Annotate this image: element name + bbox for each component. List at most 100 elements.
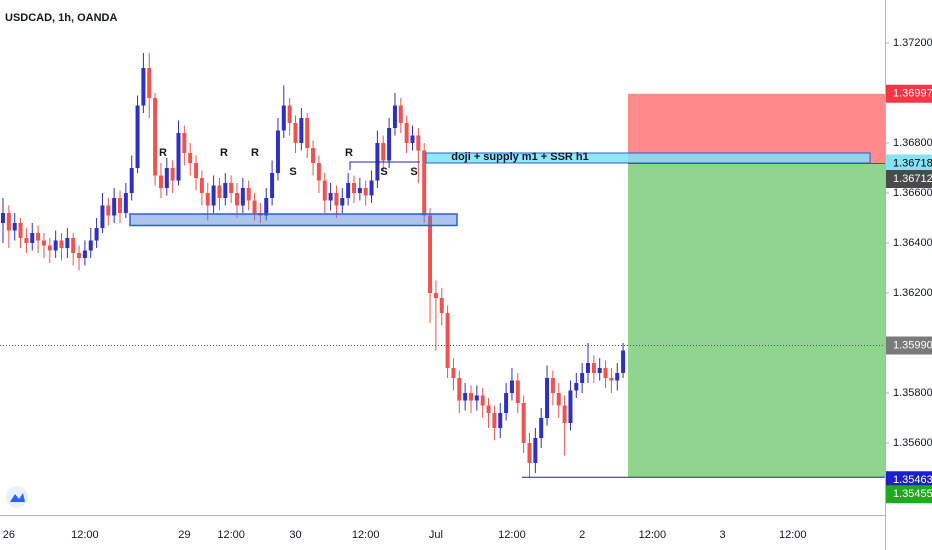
candle-body [550,378,555,393]
price-label: 1.35455 [893,488,932,500]
candle-body [515,380,520,403]
annotation: S [380,166,387,178]
candle-body [451,368,456,378]
candle-body [240,188,245,206]
candle-body [112,198,117,216]
candle-body [293,123,298,143]
candle-body [235,193,239,206]
x-tick-label: 12:00 [498,529,526,541]
candle-body [47,245,52,251]
x-tick-label: 2 [579,529,585,541]
candle-body [521,403,526,443]
candle-body [381,143,386,161]
price-label: 1.35463 [893,474,932,486]
candle-body [1,213,5,223]
price-label-bg [886,154,932,173]
candle-body [211,185,216,206]
price-label: 1.36712 [893,173,932,185]
candle-body [30,233,35,243]
candle-body [428,215,433,293]
candle-body [147,68,152,98]
y-tick-label: 1.35800 [893,387,932,399]
candle-body [615,373,620,381]
candle-body [205,193,210,206]
candle-body [416,135,421,151]
x-tick-label: 12:00 [217,529,245,541]
candle-body [170,168,175,181]
price-label: 1.35990 [893,339,932,351]
candle-body [311,148,316,163]
candle-body [556,393,561,406]
annotation: S [410,166,417,178]
price-label-bg [886,84,932,103]
candle-body [486,405,491,413]
x-tick-label: 30 [289,529,301,541]
candle-body [498,413,503,428]
logo-mark [10,493,25,502]
candle-body [457,378,462,401]
x-tick-label: 12:00 [71,529,99,541]
candle-body [223,183,228,198]
candle-body [387,128,392,161]
candle-body [433,293,438,298]
x-tick-label: 12:00 [639,529,667,541]
candle-body [463,393,468,401]
candle-body [316,163,321,181]
candle-body [334,193,339,206]
candle-body [480,395,485,406]
annotation: S [289,166,296,178]
candle-body [182,133,187,153]
bracket-line [349,161,420,170]
candle-body [100,205,105,228]
candle-body [18,223,23,238]
candle-body [404,123,409,143]
candle-body [135,105,140,168]
candle-body [153,98,158,176]
candle-body [129,168,134,193]
candle-body [77,253,82,258]
candle-body [410,135,415,143]
candle-body [562,405,567,423]
x-tick-label: 12:00 [352,529,380,541]
candle-body [422,150,427,216]
annotation: doji + supply m1 + SSR h1 [451,151,589,163]
candle-body [545,378,550,418]
price-label: 1.36718 [893,157,932,169]
candle-body [352,183,356,193]
candle-body [158,175,163,188]
x-tick-label: 26 [3,529,15,541]
candle-body [188,153,193,163]
candle-body [59,240,64,248]
y-tick-label: 1.36600 [893,187,932,199]
candle-body [36,233,41,241]
annotation: R [345,147,353,159]
candle-body [597,368,602,373]
candle-body [199,178,204,193]
candle-body [586,363,590,373]
candle-body [194,163,199,178]
candle-body [539,418,544,438]
chart-title: USDCAD, 1h, OANDA [5,12,118,24]
candle-body [264,198,269,216]
candle-body [504,393,509,413]
candle-body [82,250,87,258]
candle-body [65,238,70,248]
candle-body [533,438,538,463]
candle-body [439,298,444,313]
candle-body [217,185,222,198]
candle-body [270,173,275,198]
candle-body [328,193,333,201]
candle-body [252,200,257,213]
candle-body [469,393,473,401]
reward-zone [628,163,885,478]
candle-body [357,188,362,193]
candle-body [6,213,11,231]
candle-body [445,313,450,368]
annotation: R [220,147,228,159]
candle-body [94,228,99,241]
candle-body [281,105,286,131]
y-tick-label: 1.36200 [893,287,932,299]
support-zone [129,213,458,227]
annotation: R [159,147,167,159]
